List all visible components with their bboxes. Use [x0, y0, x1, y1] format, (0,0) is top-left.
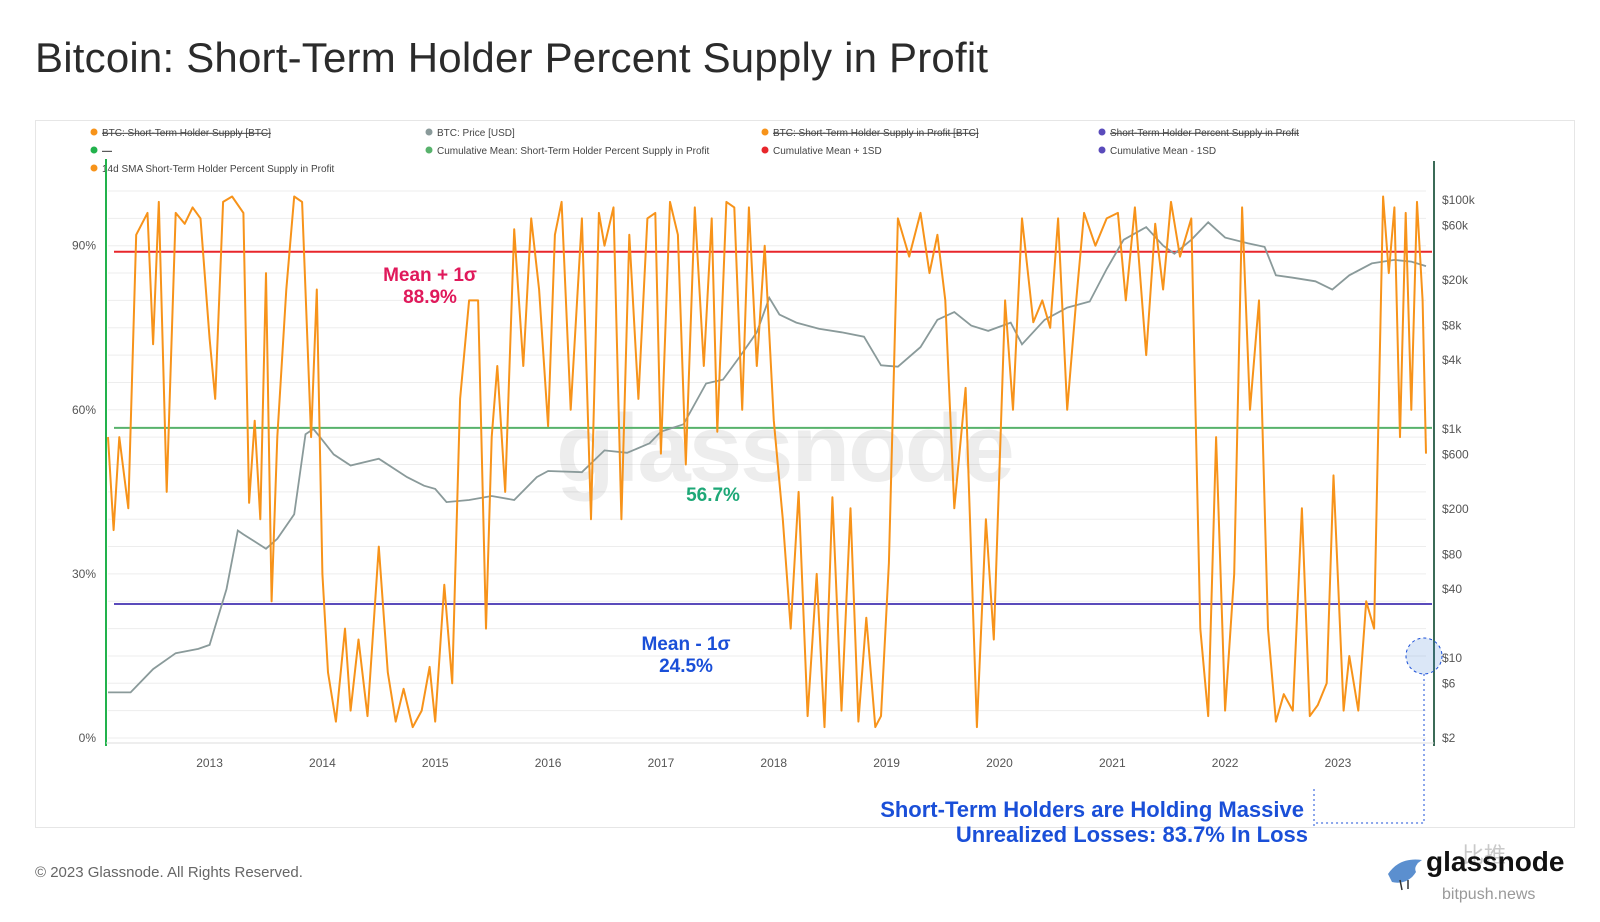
legend-entry: Cumulative Mean: Short-Term Holder Perce…: [437, 146, 710, 157]
lower-band-value: 24.5%: [659, 656, 713, 677]
y-right-tick-label: $600: [1442, 447, 1469, 461]
legend-entry: Cumulative Mean - 1SD: [1110, 146, 1216, 157]
chart-frame: glassnode BTC: Short-Term Holder Supply …: [35, 120, 1575, 828]
upper-band-value: 88.9%: [403, 287, 457, 308]
y-left-tick-label: 0%: [79, 731, 97, 745]
y-left-tick-label: 30%: [72, 567, 96, 581]
callout-line-1: Short-Term Holders are Holding Massive: [880, 797, 1304, 822]
x-tick-label: 2020: [986, 756, 1013, 770]
chart-svg: glassnode BTC: Short-Term Holder Supply …: [72, 128, 1476, 827]
callout-connector: [1314, 673, 1425, 824]
y-right-tick-label: $4k: [1442, 353, 1462, 367]
y-right-tick-label: $60k: [1442, 218, 1469, 232]
series: [107, 195, 1432, 729]
legend-entry: BTC: Short-Term Holder Supply [BTC]: [102, 128, 271, 139]
callout-line-2: Unrealized Losses: 83.7% In Loss: [955, 822, 1308, 847]
sma-line: [107, 195, 1427, 729]
x-tick-label: 2017: [648, 756, 675, 770]
brand-name: glassnode: [1426, 846, 1565, 877]
y-right-tick-label: $200: [1442, 502, 1469, 516]
brand-cn: 比推: [1462, 843, 1507, 868]
y-right-tick-label: $40: [1442, 582, 1462, 596]
x-tick-label: 2014: [309, 756, 336, 770]
x-tick-label: 2022: [1212, 756, 1239, 770]
legend-entry: —: [102, 146, 112, 157]
y-left-tick-label: 90%: [72, 239, 96, 253]
lower-band-title: Mean - 1σ: [641, 634, 730, 655]
legend-entry: 14d SMA Short-Term Holder Percent Supply…: [102, 164, 335, 175]
y-right-tick-label: $8k: [1442, 319, 1462, 333]
copyright-text: © 2023 Glassnode. All Rights Reserved.: [35, 864, 303, 881]
legend-dot: [90, 128, 98, 136]
x-tick-label: 2019: [873, 756, 900, 770]
y-right-tick-label: $10: [1442, 651, 1462, 665]
upper-band-title: Mean + 1σ: [383, 265, 477, 286]
legend-dot: [90, 164, 98, 172]
mean-value-label: 56.7%: [686, 485, 740, 506]
legend-dot: [761, 128, 769, 136]
y-right-tick-label: $2: [1442, 731, 1456, 745]
bird-icon: [1388, 859, 1422, 891]
legend-dot: [1098, 128, 1106, 136]
axes: 0% 30% 60% 90% $2 $6 $10 $40 $80 $200 $600 $1k $4k $8…: [72, 159, 1476, 770]
y-right-tick-label: $80: [1442, 548, 1462, 562]
legend-dot: [425, 146, 433, 154]
x-tick-label: 2016: [535, 756, 562, 770]
x-tick-label: 2018: [760, 756, 787, 770]
legend-dot: [761, 146, 769, 154]
watermark: glassnode: [556, 395, 1013, 502]
legend-entry: Short-Term Holder Percent Supply in Prof…: [1110, 128, 1299, 139]
price-line: [108, 221, 1427, 694]
y-right-tick-label: $100k: [1442, 193, 1476, 207]
x-tick-label: 2013: [196, 756, 223, 770]
legend-dot: [90, 146, 98, 154]
legend-dot: [425, 128, 433, 136]
brand-logo: 比推 glassnode bitpush.news: [1386, 843, 1596, 914]
x-tick-label: 2015: [422, 756, 449, 770]
y-right-tick-label: $6: [1442, 676, 1456, 690]
legend: BTC: Short-Term Holder Supply [BTC] BTC: …: [90, 128, 1299, 175]
y-left-tick-label: 60%: [72, 403, 96, 417]
highlight-circle: [1405, 637, 1443, 675]
x-tick-label: 2023: [1325, 756, 1352, 770]
y-right-tick-label: $1k: [1442, 422, 1462, 436]
x-tick-label: 2021: [1099, 756, 1126, 770]
page-title: Bitcoin: Short-Term Holder Percent Suppl…: [35, 34, 989, 81]
brand-source: bitpush.news: [1442, 886, 1536, 903]
legend-entry: BTC: Price [USD]: [437, 128, 515, 139]
legend-entry: BTC: Short-Term Holder Supply in Profit …: [773, 128, 979, 139]
y-right-tick-label: $20k: [1442, 273, 1469, 287]
legend-entry: Cumulative Mean + 1SD: [773, 146, 882, 157]
legend-dot: [1098, 146, 1106, 154]
